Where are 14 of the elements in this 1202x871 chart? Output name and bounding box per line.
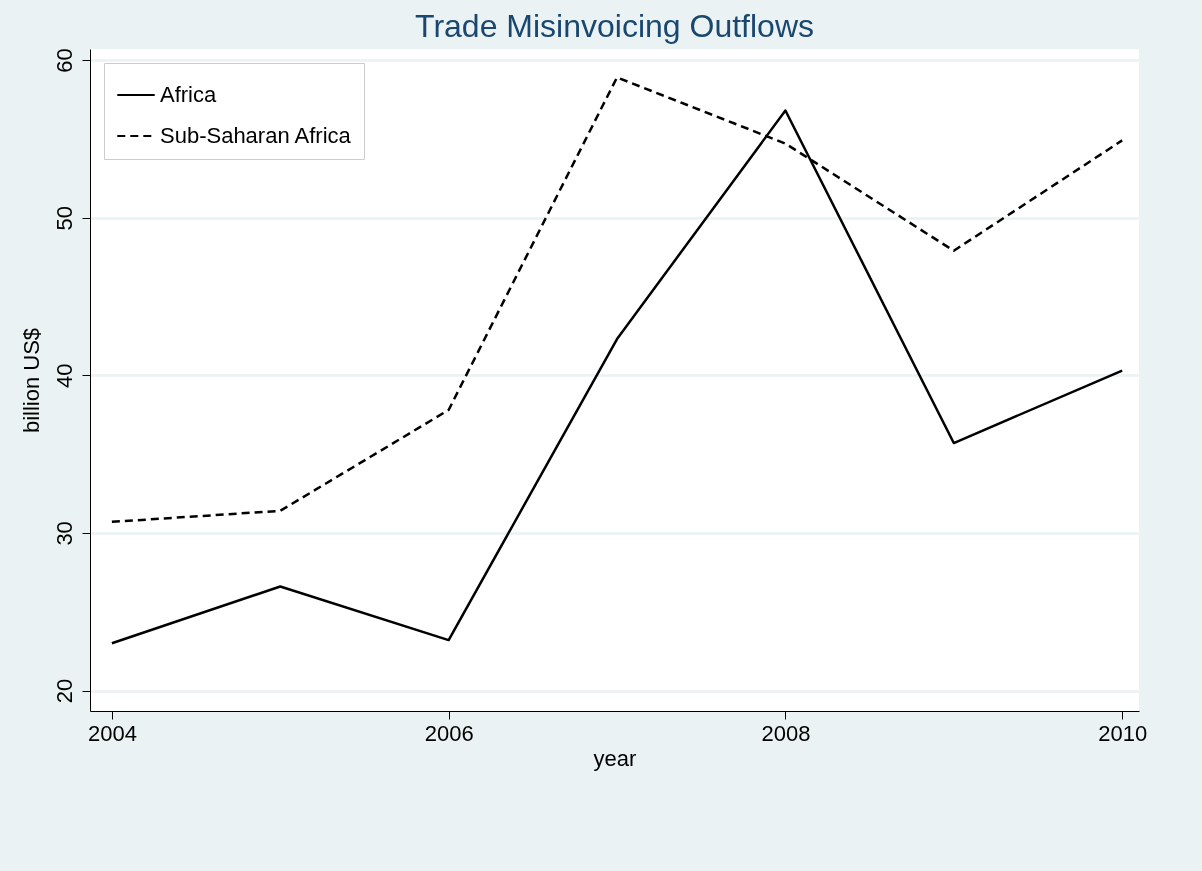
legend-label: Sub-Saharan Africa (160, 123, 352, 148)
x-tick-label: 2008 (761, 720, 811, 746)
y-tick-label: 50 (51, 205, 77, 231)
y-tick-label: 40 (51, 363, 77, 389)
x-tick-label: 2006 (424, 720, 474, 746)
x-tick-label: 2004 (87, 720, 137, 746)
y-axis-title: billion US$ (18, 327, 44, 434)
legend-label: Africa (160, 82, 217, 107)
x-tick-label: 2010 (1098, 720, 1148, 746)
y-tick-label: 30 (51, 521, 77, 546)
chart-title: Trade Misinvoicing Outflows (415, 7, 814, 44)
y-tick-label: 60 (51, 48, 77, 73)
y-tick-label: 20 (51, 678, 77, 704)
x-axis-title: year (593, 745, 637, 771)
